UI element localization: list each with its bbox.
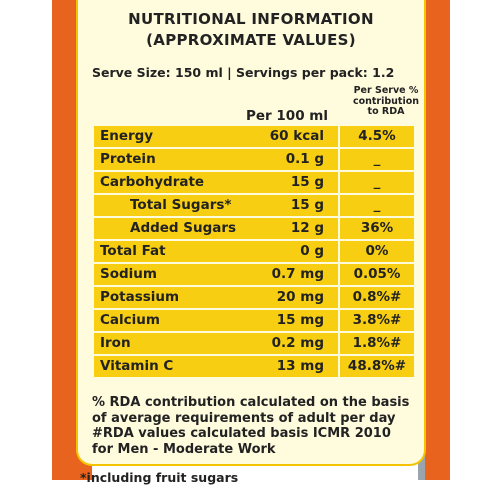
nutrient-rda: 0.05%	[338, 264, 414, 285]
nutrient-rda: 1.8%#	[338, 333, 414, 354]
nutrient-value: 0.1 g	[285, 151, 324, 167]
footnote-line-3: #RDA values calculated basis ICMR 2010	[92, 426, 391, 441]
nutrient-name: Total Sugars*	[130, 197, 232, 213]
nutrient-name: Protein	[100, 151, 156, 167]
serve-size-line: Serve Size: 150 ml | Servings per pack: …	[92, 65, 395, 80]
nutrient-value: 0.7 mg	[271, 266, 324, 282]
nutrient-value: 60 kcal	[269, 128, 324, 144]
nutrient-rda: 36%	[338, 218, 414, 239]
nutrient-name: Sodium	[100, 266, 157, 282]
nutrition-label: NUTRITIONAL INFORMATION (APPROXIMATE VAL…	[76, 0, 426, 466]
column-header-per-100ml: Per 100 ml	[246, 108, 328, 124]
nutrient-name: Total Fat	[100, 243, 166, 259]
nutrient-name: Potassium	[100, 289, 180, 305]
label-subtitle: (APPROXIMATE VALUES)	[146, 31, 356, 49]
nutrient-rda: 48.8%#	[338, 356, 414, 377]
nutrient-value: 0 g	[300, 243, 324, 259]
nutrient-name: Calcium	[100, 312, 160, 328]
nutrient-value: 20 mg	[276, 289, 324, 305]
table-row: Sodium 0.7 mg 0.05%	[94, 264, 414, 285]
nutrient-name: Vitamin C	[100, 358, 174, 374]
nutrient-name: Energy	[100, 128, 154, 144]
table-row: Iron 0.2 mg 1.8%#	[94, 333, 414, 354]
nutrient-rda: 4.5%	[338, 126, 414, 147]
column-header-rda: Per Serve % contribution to RDA	[350, 85, 422, 118]
table-row: Energy 60 kcal 4.5%	[94, 126, 414, 147]
table-row: Carbohydrate 15 g _	[94, 172, 414, 193]
nutrient-name: Added Sugars	[130, 220, 237, 236]
rda-footnote: % RDA contribution calculated on the bas…	[92, 395, 412, 457]
nutrient-rda: _	[338, 172, 414, 193]
footnote-line-4: for Men - Moderate Work	[92, 441, 276, 457]
nutrient-name: Carbohydrate	[100, 174, 205, 190]
table-row: Added Sugars 12 g 36%	[94, 218, 414, 239]
nutrient-value: 15 g	[290, 174, 324, 190]
table-row: Protein 0.1 g _	[94, 149, 414, 170]
nutrient-rda: _	[338, 195, 414, 216]
nutrient-rda: 3.8%#	[338, 310, 414, 331]
table-row: Potassium 20 mg 0.8%#	[94, 287, 414, 308]
nutrient-value: 15 mg	[276, 312, 324, 328]
nutrient-value: 0.2 mg	[271, 335, 324, 351]
table-row: Vitamin C 13 mg 48.8%#	[94, 356, 414, 377]
footnote-line-1: % RDA contribution calculated on the bas…	[92, 395, 410, 410]
sugars-footnote: *including fruit sugars	[80, 470, 239, 485]
nutrient-value: 12 g	[290, 220, 324, 236]
rda-header-line-3: to RDA	[367, 106, 405, 117]
nutrient-value: 13 mg	[276, 358, 324, 374]
rda-header-line-1: Per Serve %	[353, 85, 419, 96]
rda-header-line-2: contribution	[352, 95, 420, 107]
nutrient-value: 15 g	[290, 197, 324, 213]
nutrient-name: Iron	[100, 335, 131, 351]
table-row: Total Fat 0 g 0%	[94, 241, 414, 262]
nutrient-rda: 0%	[338, 241, 414, 262]
table-row: Calcium 15 mg 3.8%#	[94, 310, 414, 331]
nutrient-rda: _	[338, 149, 414, 170]
label-title: NUTRITIONAL INFORMATION	[128, 10, 374, 28]
table-row: Total Sugars* 15 g _	[94, 195, 414, 216]
nutrient-rda: 0.8%#	[338, 287, 414, 308]
footnote-line-2: of average requirements of adult per day	[92, 410, 396, 426]
nutrient-table: Energy 60 kcal 4.5% Protein 0.1 g _ Carbohyd…	[94, 126, 414, 379]
